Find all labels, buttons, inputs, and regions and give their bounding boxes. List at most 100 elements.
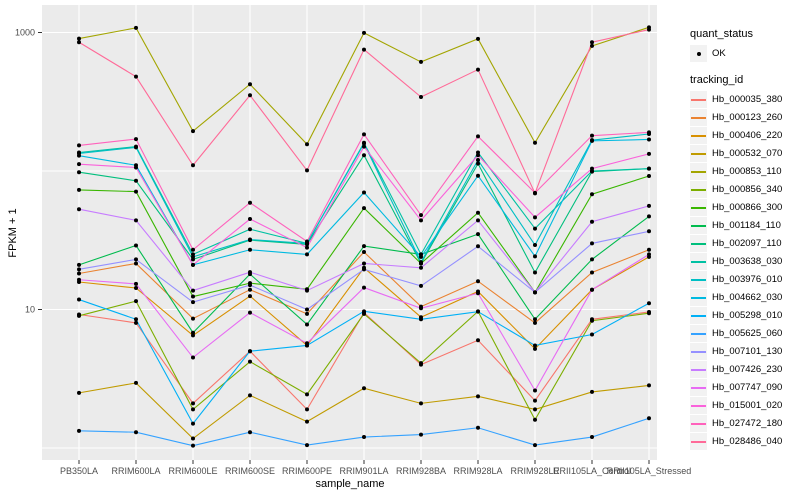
data-point [305,168,309,173]
legend-item-Hb_000406_220: Hb_000406_220 [690,127,798,144]
x-tick-label: RRIM600SE [225,466,275,476]
data-point [476,161,480,166]
data-point [476,279,480,284]
legend-item-Hb_003976_010: Hb_003976_010 [690,271,798,288]
data-point [191,300,195,305]
data-point [191,443,195,448]
legend-item-Hb_000866_300: Hb_000866_300 [690,199,798,216]
data-point [248,270,252,275]
legend-item-label: Hb_000856_340 [712,184,783,195]
data-point [419,59,423,64]
data-point [248,247,252,252]
data-point [590,270,594,275]
data-point [476,210,480,215]
data-point [647,174,651,179]
data-point [305,341,309,346]
data-point [305,245,309,250]
legend-item-Hb_005625_060: Hb_005625_060 [690,325,798,342]
legend-tracking-id: tracking_id Hb_000035_380 Hb_000123_260 Hb… [690,74,798,450]
data-point [77,162,81,167]
data-point [248,93,252,98]
data-point [590,257,594,262]
data-point [533,443,537,448]
data-point [362,285,366,290]
data-point [533,398,537,403]
y-tick-label: 10 [25,305,35,315]
legend-key-swatch [690,397,707,414]
data-point [134,218,138,223]
data-point [362,386,366,391]
data-point [77,313,81,318]
data-point [248,393,252,398]
legend-quant-status: quant_status OK [690,28,798,62]
x-tick-label: RRIM928BA [396,466,446,476]
legend-key-swatch [690,235,707,252]
data-point [191,407,195,412]
legend-key-swatch [690,199,707,216]
data-point [476,67,480,72]
data-point [476,309,480,314]
legend-item-Hb_015001_020: Hb_015001_020 [690,397,798,414]
data-point [77,40,81,45]
data-point [77,262,81,267]
data-point [77,297,81,302]
data-point [533,290,537,295]
data-point [362,435,366,440]
data-point [476,338,480,343]
data-point [248,349,252,354]
y-axis-title: FPKM + 1 [7,208,19,258]
data-point [590,192,594,197]
legend-item-label: Hb_007101_130 [712,346,783,357]
legend-item-label: Hb_005298_010 [712,310,783,321]
data-point [533,140,537,145]
data-point [647,383,651,388]
data-point [362,206,366,211]
legend-key-swatch [690,361,707,378]
data-point [191,436,195,441]
legend-item-ok: OK [690,45,798,62]
legend-key-swatch [690,289,707,306]
data-point [533,346,537,351]
data-point [134,178,138,183]
data-point [647,151,651,156]
data-point [476,134,480,139]
data-point [419,306,423,311]
data-point [134,74,138,79]
legend-title-quant-status: quant_status [690,28,753,40]
data-point [134,299,138,304]
x-tick-label: RRIM600PE [282,466,332,476]
legend-item-Hb_001184_110: Hb_001184_110 [690,217,798,234]
data-point [77,271,81,276]
legend-item-Hb_003638_030: Hb_003638_030 [690,253,798,270]
x-tick-label: RRIM600LA [111,466,160,476]
data-point [476,158,480,163]
data-point [248,294,252,299]
data-point [77,170,81,175]
data-point [533,407,537,412]
data-point [362,267,366,272]
legend-key-swatch [690,109,707,126]
legend-key-swatch [690,145,707,162]
data-point [590,318,594,323]
legend-item-Hb_000035_380: Hb_000035_380 [690,91,798,108]
data-point [191,129,195,134]
data-point [533,243,537,248]
data-point [647,27,651,32]
data-point [419,213,423,218]
data-point [248,283,252,288]
legend-key-swatch [690,433,707,450]
data-point [590,219,594,224]
data-point [419,254,423,259]
data-point [248,82,252,87]
x-axis-title: sample_name [315,478,385,490]
legend-item-Hb_000123_260: Hb_000123_260 [690,109,798,126]
data-point [647,137,651,142]
legend-item-label: Hb_000035_380 [712,94,783,105]
data-point [362,47,366,52]
data-point [533,215,537,220]
data-point [305,252,309,257]
data-point [134,430,138,435]
data-point [476,36,480,41]
